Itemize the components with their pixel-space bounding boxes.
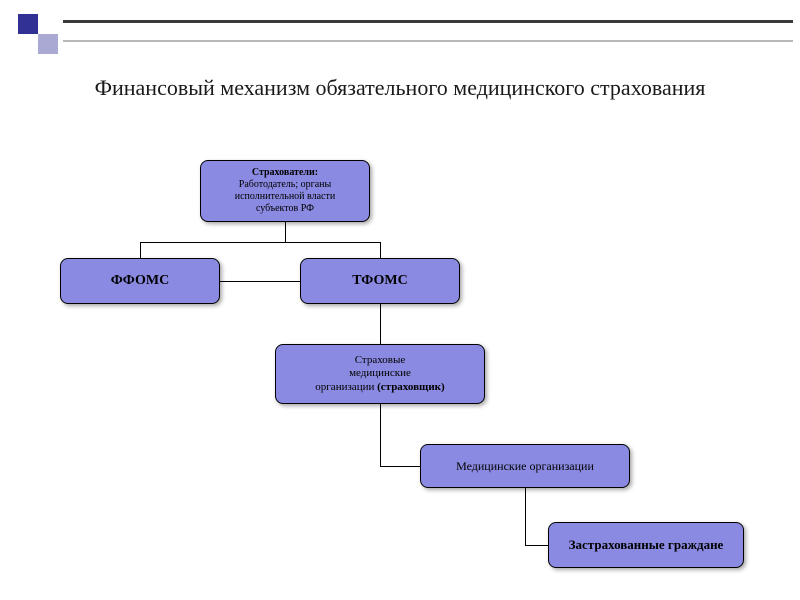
node-medorg: Медицинские организации xyxy=(420,444,630,488)
node-smo: Страховыемедицинскиеорганизации (страхов… xyxy=(275,344,485,404)
slide-decoration xyxy=(18,14,78,54)
node-tfoms: ТФОМС xyxy=(300,258,460,304)
slide-title: Финансовый механизм обязательного медици… xyxy=(0,74,800,103)
flowchart: Страхователи:Работодатель; органыисполни… xyxy=(0,150,800,580)
node-insurers: Страхователи:Работодатель; органыисполни… xyxy=(200,160,370,222)
connector xyxy=(140,242,141,258)
connector xyxy=(285,222,286,242)
connector xyxy=(380,404,381,466)
node-citizens: Застрахованные граждане xyxy=(548,522,744,568)
connector xyxy=(380,304,381,344)
connector xyxy=(380,466,420,467)
node-ffoms: ФФОМС xyxy=(60,258,220,304)
connector xyxy=(220,281,300,282)
connector xyxy=(140,242,381,243)
connector xyxy=(525,545,548,546)
connector xyxy=(380,242,381,258)
connector xyxy=(525,488,526,545)
